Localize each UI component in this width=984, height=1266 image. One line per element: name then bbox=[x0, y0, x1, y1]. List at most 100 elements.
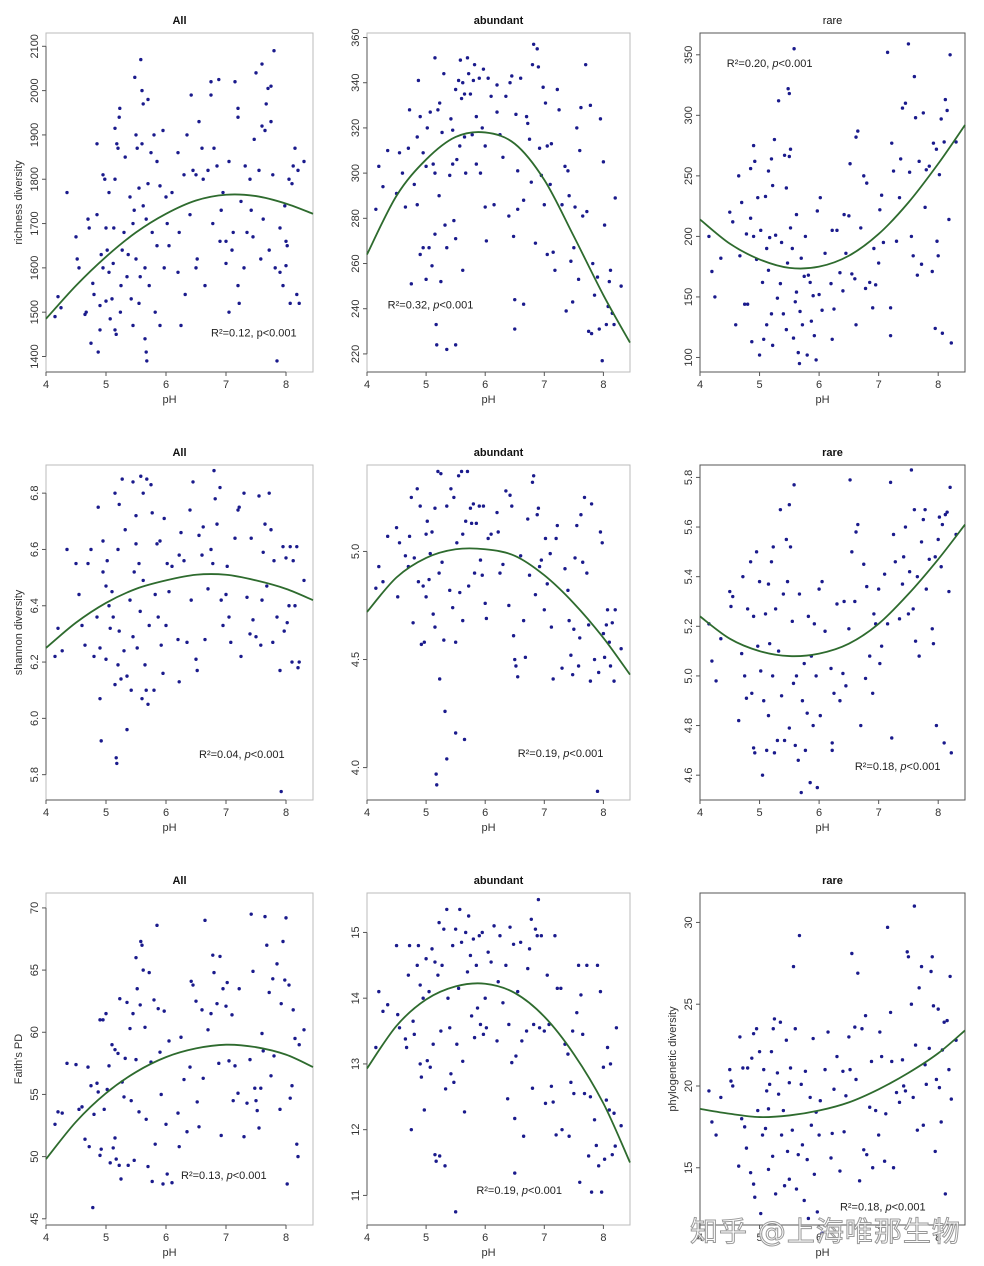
data-point bbox=[897, 195, 902, 200]
data-point bbox=[396, 595, 400, 599]
data-point bbox=[539, 934, 544, 938]
data-point bbox=[239, 654, 243, 659]
data-point bbox=[418, 252, 422, 257]
data-point bbox=[60, 649, 64, 653]
y-tick-label: 200 bbox=[683, 227, 695, 245]
data-point bbox=[882, 1159, 887, 1163]
data-point bbox=[404, 1045, 409, 1050]
y-tick-label: 5.6 bbox=[683, 519, 695, 534]
data-point bbox=[278, 270, 282, 274]
data-point bbox=[74, 1062, 78, 1067]
data-point bbox=[218, 485, 222, 490]
data-point bbox=[798, 309, 802, 314]
data-point bbox=[551, 1100, 555, 1104]
data-point bbox=[496, 530, 500, 534]
data-point bbox=[539, 558, 544, 562]
y-tick-label: 1800 bbox=[29, 167, 41, 191]
panel-1: All 4 5 6 7 8 pH 1400 1500 1600 1700 1800 1900 2000 21… bbox=[13, 15, 314, 406]
data-point bbox=[495, 110, 499, 114]
data-point bbox=[131, 323, 135, 328]
data-point bbox=[462, 737, 467, 742]
y-tick-label: 14 bbox=[350, 992, 362, 1004]
data-point bbox=[585, 963, 589, 968]
data-point bbox=[443, 223, 447, 227]
x-tick-label: 6 bbox=[482, 807, 488, 819]
data-point bbox=[604, 1098, 609, 1102]
data-point bbox=[77, 1107, 81, 1112]
data-point bbox=[227, 159, 231, 164]
data-point bbox=[219, 1133, 223, 1138]
fit-curve bbox=[45, 1043, 314, 1160]
data-point bbox=[425, 519, 429, 523]
data-point bbox=[224, 261, 228, 266]
data-point bbox=[853, 1025, 857, 1029]
data-point bbox=[513, 327, 517, 331]
data-point bbox=[439, 1029, 443, 1033]
data-point bbox=[756, 644, 760, 648]
data-point bbox=[575, 1010, 579, 1015]
data-point bbox=[850, 550, 854, 554]
data-point bbox=[450, 162, 455, 166]
data-point bbox=[947, 589, 951, 594]
data-point bbox=[600, 359, 604, 363]
data-point bbox=[120, 477, 124, 481]
data-point bbox=[478, 558, 483, 562]
data-point bbox=[117, 502, 121, 507]
data-point bbox=[567, 1134, 571, 1138]
data-point bbox=[484, 616, 489, 621]
data-point bbox=[203, 918, 207, 923]
data-point bbox=[209, 547, 213, 552]
data-point bbox=[602, 1157, 607, 1161]
data-point bbox=[129, 688, 133, 692]
data-point bbox=[569, 653, 573, 657]
data-point bbox=[120, 248, 124, 252]
data-point bbox=[537, 146, 542, 150]
data-point bbox=[397, 1026, 402, 1030]
data-point bbox=[132, 570, 136, 574]
data-point bbox=[424, 532, 428, 536]
data-point bbox=[598, 530, 603, 534]
data-point bbox=[453, 731, 458, 735]
data-point bbox=[572, 1091, 576, 1096]
data-point bbox=[710, 659, 714, 663]
data-point bbox=[293, 146, 297, 150]
data-point bbox=[158, 1050, 162, 1054]
panel-title: rare bbox=[823, 15, 843, 27]
data-point bbox=[569, 259, 573, 263]
data-point bbox=[776, 99, 781, 103]
data-point bbox=[772, 751, 777, 755]
data-point bbox=[377, 164, 381, 169]
data-point bbox=[96, 350, 100, 354]
data-point bbox=[381, 580, 385, 584]
data-point bbox=[891, 1166, 896, 1170]
data-point bbox=[829, 666, 833, 671]
data-point bbox=[865, 584, 869, 589]
data-point bbox=[433, 171, 437, 175]
data-point bbox=[439, 279, 443, 284]
data-point bbox=[811, 1036, 815, 1041]
data-point bbox=[600, 541, 604, 545]
data-point bbox=[782, 1184, 787, 1188]
data-point bbox=[403, 205, 408, 209]
data-point bbox=[176, 1111, 180, 1115]
data-point bbox=[182, 559, 186, 563]
data-point bbox=[769, 312, 774, 316]
data-point bbox=[803, 234, 808, 239]
data-point bbox=[619, 284, 623, 288]
data-point bbox=[772, 137, 777, 142]
data-point bbox=[104, 226, 108, 230]
data-point bbox=[508, 81, 512, 85]
data-point bbox=[848, 478, 852, 482]
data-point bbox=[209, 93, 213, 97]
data-point bbox=[762, 337, 766, 342]
data-point bbox=[409, 495, 414, 500]
data-point bbox=[707, 1089, 711, 1093]
data-point bbox=[865, 181, 869, 185]
data-point bbox=[545, 973, 549, 977]
data-point bbox=[167, 589, 171, 594]
data-point bbox=[170, 190, 174, 195]
data-point bbox=[868, 1105, 872, 1109]
x-axis-label: pH bbox=[815, 394, 829, 406]
data-point bbox=[459, 940, 464, 945]
data-point bbox=[139, 474, 143, 478]
